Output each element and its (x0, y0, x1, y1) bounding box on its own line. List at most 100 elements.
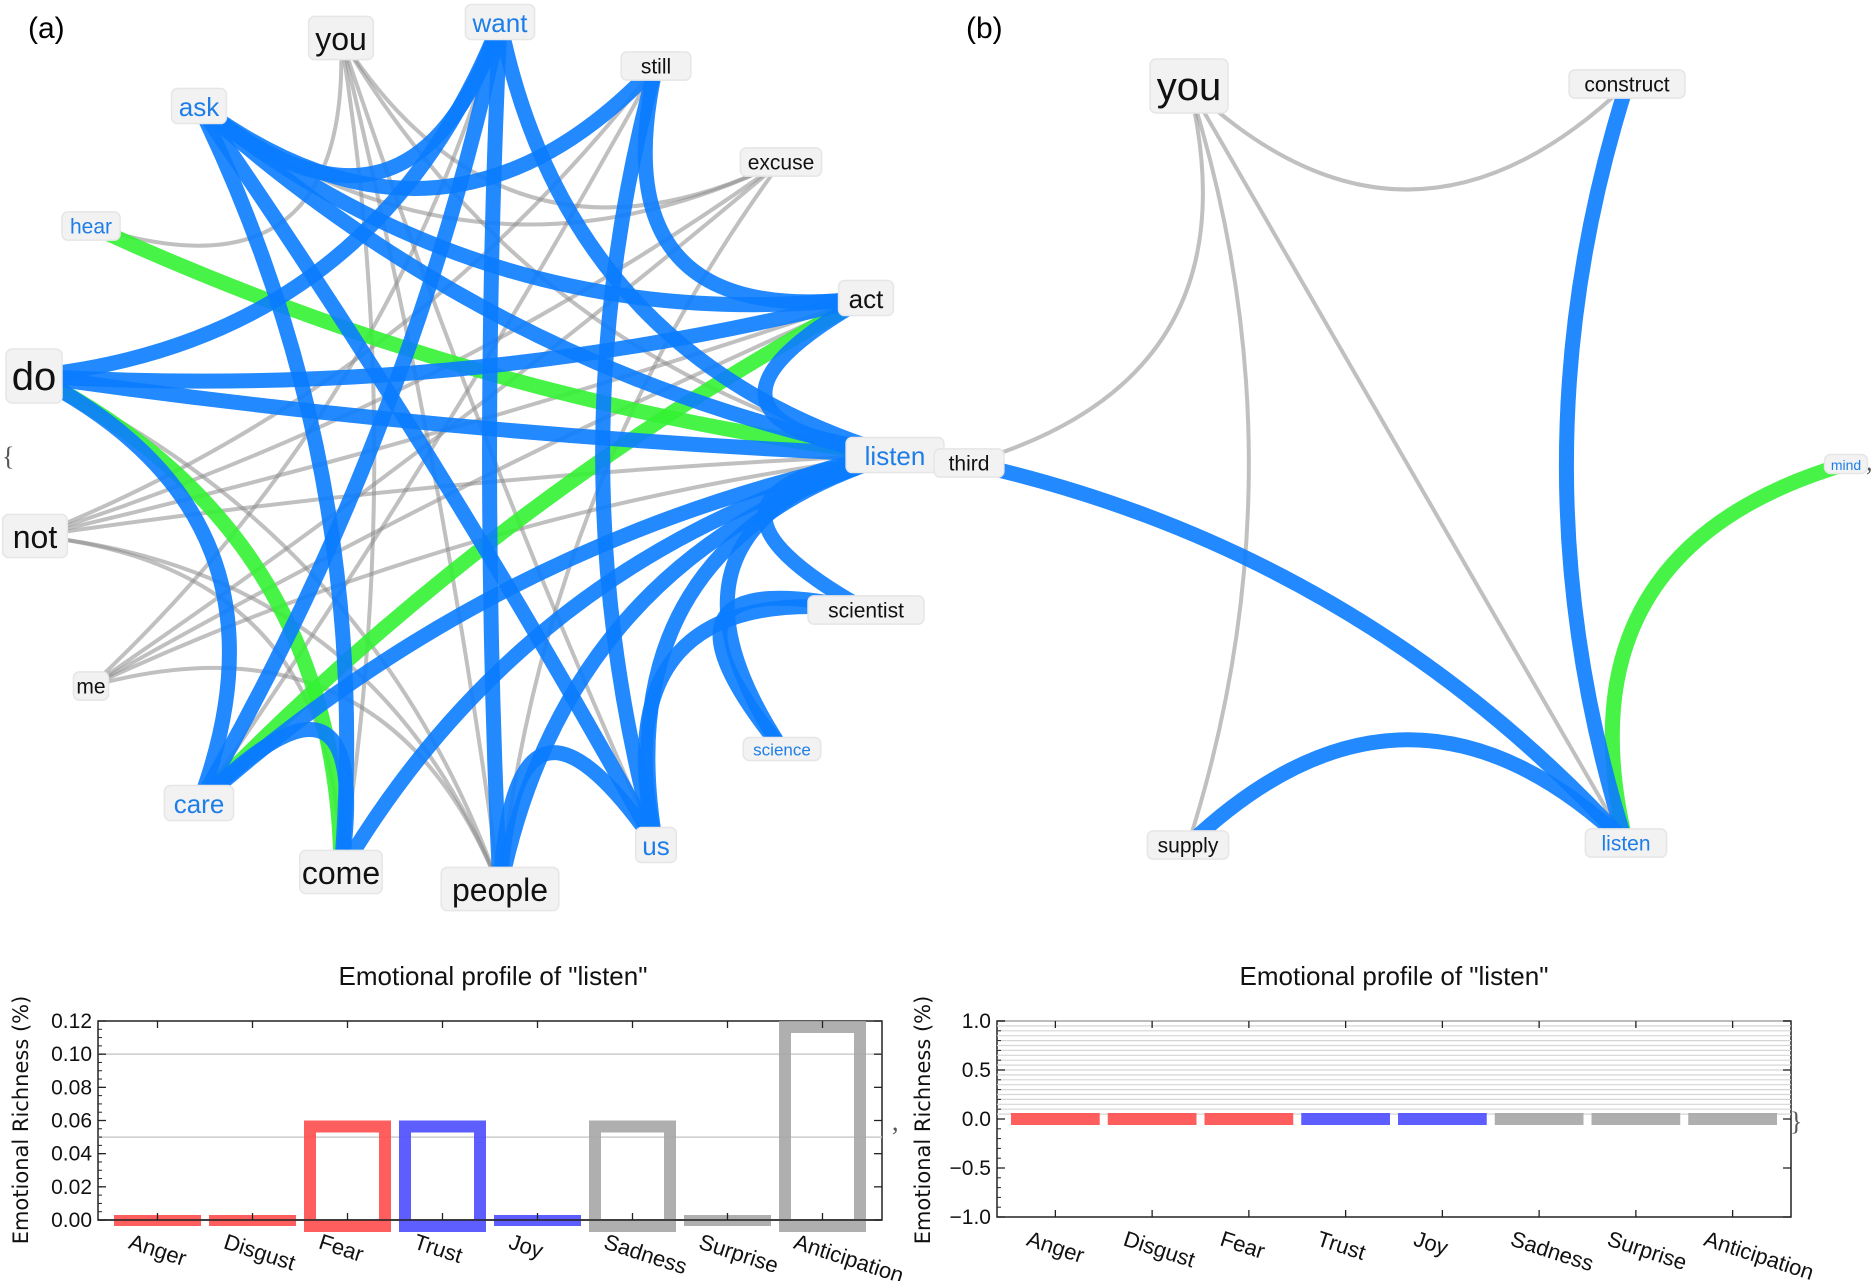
edge-me-act (89, 296, 868, 688)
node-box (1149, 58, 1229, 114)
node-people[interactable]: people (440, 866, 560, 912)
node-do[interactable]: do (5, 348, 63, 404)
edge-not-listen (33, 453, 897, 538)
edge-construct-listen (1558, 76, 1635, 851)
node-label: ask (179, 92, 220, 122)
edge-do-listen (26, 368, 903, 463)
bar-disgust (1107, 1113, 1197, 1125)
node-listen[interactable]: listen (845, 436, 945, 474)
node-come[interactable]: come (299, 849, 383, 895)
x-label-trust: Trust (411, 1229, 466, 1268)
network-a-edges (26, 14, 903, 897)
network-a-nodes: you want still excuse act listen scientist scie… (1, 3, 945, 912)
y-tick-label: 0.04 (51, 1143, 92, 1166)
edge-you-third (967, 84, 1205, 465)
node-me[interactable]: me (72, 671, 110, 701)
node-supply[interactable]: supply (1146, 830, 1230, 860)
x-label-disgust: Disgust (221, 1229, 298, 1275)
comma-separator-2: , (1866, 447, 1873, 476)
node-listen[interactable]: listen (1584, 828, 1668, 858)
node-hear[interactable]: hear (61, 211, 121, 241)
bar-joy (1398, 1113, 1487, 1125)
y-tick-label: 0.00 (51, 1209, 92, 1232)
edge-want-people (482, 14, 508, 897)
bar-anger (1011, 1113, 1100, 1125)
y-tick-label: 0.02 (51, 1176, 92, 1199)
node-mind[interactable]: mind (1823, 453, 1869, 475)
node-box (933, 448, 1005, 478)
edge-supply-listen (1180, 732, 1634, 853)
edge-want-listen (492, 14, 903, 463)
node-label: excuse (748, 152, 815, 175)
node-excuse[interactable]: excuse (739, 147, 823, 177)
comma-separator-3: , (892, 1107, 899, 1136)
bar-fear (304, 1120, 391, 1232)
node-box (61, 211, 121, 241)
node-box (440, 866, 560, 912)
edge-third-listen (961, 455, 1634, 851)
node-label: come (302, 855, 380, 891)
node-care[interactable]: care (163, 784, 235, 822)
node-label: people (452, 872, 548, 908)
node-label: science (753, 741, 811, 760)
panel-label-a: (a) (28, 12, 65, 45)
node-label: want (472, 8, 529, 38)
node-label: mind (1831, 457, 1861, 473)
x-label-sadness: Sadness (601, 1229, 690, 1279)
x-label-fear: Fear (316, 1229, 367, 1267)
network-b-edges (961, 76, 1854, 853)
y-tick-label: −0.5 (950, 1157, 991, 1180)
node-you[interactable]: you (1149, 58, 1229, 114)
edge-ask-us (191, 98, 664, 853)
node-label: supply (1158, 835, 1219, 858)
y-tick-label: 0.06 (51, 1110, 92, 1133)
node-box (170, 87, 228, 125)
edge-still-us (595, 58, 664, 853)
node-box (634, 826, 678, 864)
node-you[interactable]: you (307, 15, 375, 61)
node-ask[interactable]: ask (170, 87, 228, 125)
node-label: scientist (828, 600, 904, 623)
node-label: act (849, 284, 884, 314)
network-b-nodes: you construct mind listen supply third (933, 58, 1869, 860)
bar-trust (399, 1120, 486, 1232)
node-box (307, 15, 375, 61)
chart-b-title: Emotional profile of "listen" (1240, 961, 1549, 991)
edge-you-listen (1187, 84, 1628, 845)
close-brace: } (1790, 1107, 1802, 1136)
node-label: hear (70, 216, 112, 239)
panel-label-b: (b) (966, 12, 1003, 45)
node-box (1, 513, 69, 559)
node-box (5, 348, 63, 404)
x-label-sadness: Sadness (1508, 1226, 1597, 1276)
node-not[interactable]: not (1, 513, 69, 559)
node-label: listen (865, 441, 926, 471)
bar-sadness (589, 1120, 676, 1232)
node-still[interactable]: still (620, 51, 692, 81)
node-us[interactable]: us (634, 826, 678, 864)
y-tick-label: 0.12 (51, 1010, 92, 1033)
node-construct[interactable]: construct (1568, 69, 1686, 99)
node-third[interactable]: third (933, 448, 1005, 478)
x-label-anger: Anger (126, 1229, 190, 1271)
edge-us-scientist (637, 599, 874, 853)
edge-act-care (191, 290, 874, 811)
chart-b-ylabel: Emotional Richness (%) (911, 996, 935, 1245)
edge-act-listen (757, 290, 903, 463)
edge-still-care (197, 64, 658, 805)
node-want[interactable]: want (464, 3, 536, 41)
node-label: listen (1601, 833, 1650, 856)
node-act[interactable]: act (837, 279, 895, 317)
node-science[interactable]: science (742, 736, 822, 762)
x-label-disgust: Disgust (1121, 1226, 1198, 1272)
x-label-anticipation: Anticipation (1701, 1226, 1817, 1281)
bar-anticipation (779, 1021, 866, 1232)
node-box (464, 3, 536, 41)
node-label: construct (1584, 74, 1669, 97)
x-label-trust: Trust (1314, 1226, 1369, 1265)
edge-scientist-listen (757, 447, 903, 618)
node-box (72, 671, 110, 701)
node-label: third (949, 453, 990, 476)
node-scientist[interactable]: scientist (807, 595, 925, 625)
